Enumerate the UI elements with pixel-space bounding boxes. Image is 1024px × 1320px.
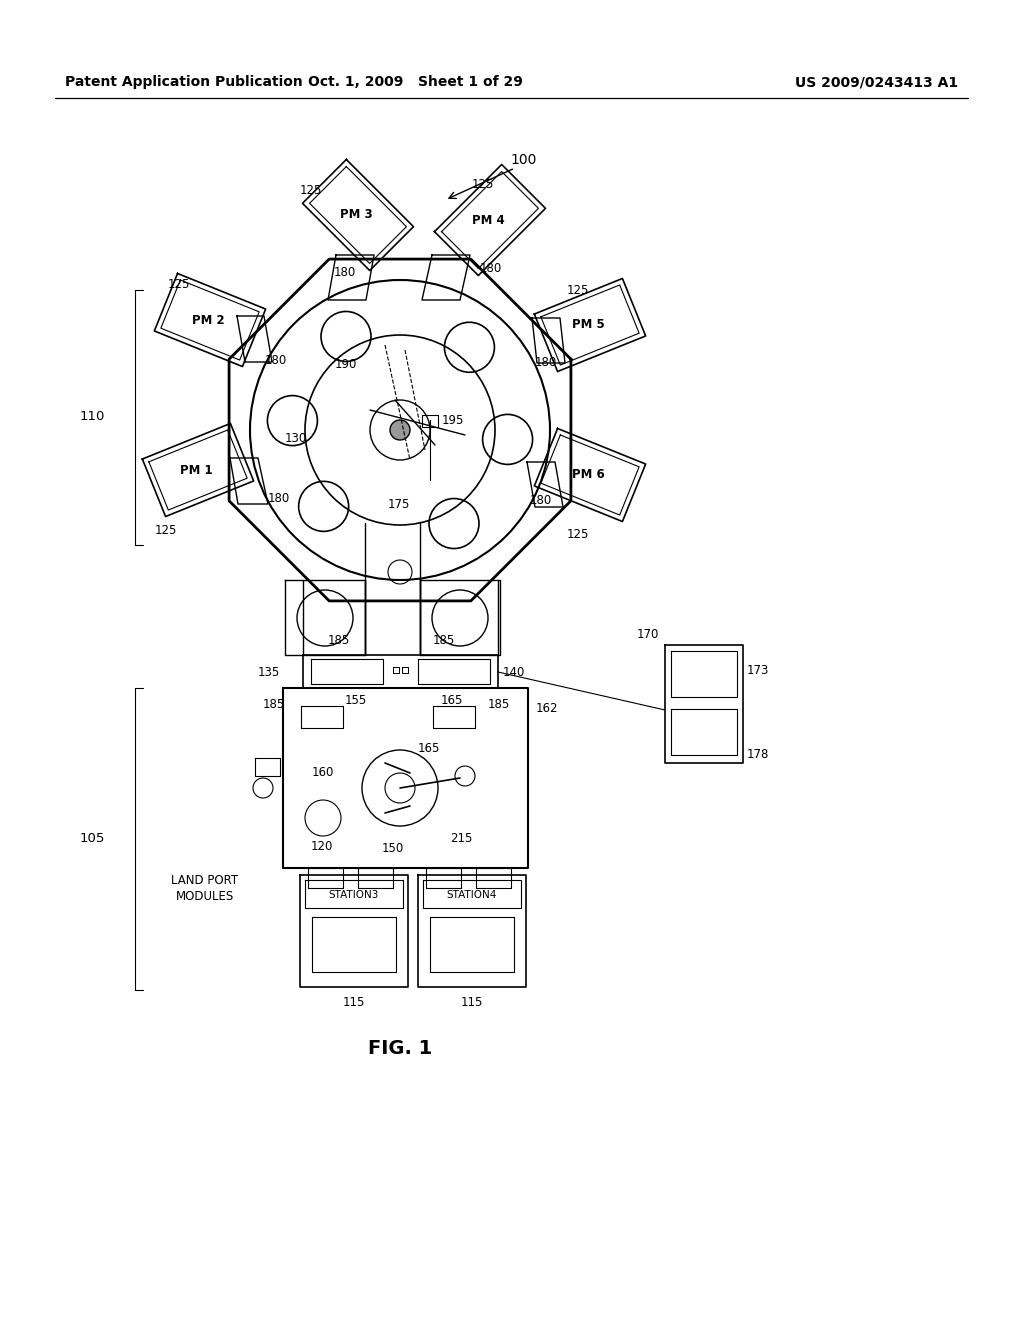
Text: 185: 185 [263,698,286,711]
Text: 125: 125 [155,524,177,536]
Text: 125: 125 [472,178,495,191]
Text: 140: 140 [503,665,525,678]
Text: FIG. 1: FIG. 1 [368,1039,432,1057]
Text: 180: 180 [480,261,502,275]
Text: 180: 180 [265,354,288,367]
Text: PM 6: PM 6 [572,469,605,482]
Text: US 2009/0243413 A1: US 2009/0243413 A1 [795,75,958,88]
Text: 185: 185 [488,698,510,711]
Text: 180: 180 [535,355,557,368]
Text: 155: 155 [345,693,368,706]
Text: PM 1: PM 1 [180,463,213,477]
Text: LAND PORT: LAND PORT [171,874,239,887]
Text: 180: 180 [334,265,356,279]
Text: 175: 175 [388,499,411,511]
Text: PM 2: PM 2 [193,314,224,326]
Text: 195: 195 [442,413,464,426]
Text: MODULES: MODULES [176,890,234,903]
Circle shape [390,420,410,440]
Text: 150: 150 [382,842,404,854]
Text: 185: 185 [328,634,350,647]
Text: 100: 100 [510,153,537,168]
Text: STATION3: STATION3 [329,890,379,900]
Text: PM 5: PM 5 [572,318,605,331]
Text: Patent Application Publication: Patent Application Publication [65,75,303,88]
Text: 130: 130 [285,432,307,445]
Text: PM 3: PM 3 [340,209,373,222]
Text: 180: 180 [268,491,290,504]
Text: 165: 165 [441,693,464,706]
Text: 178: 178 [746,748,769,762]
Text: 180: 180 [530,494,552,507]
Text: 110: 110 [80,411,105,424]
Text: 173: 173 [746,664,769,676]
Text: 125: 125 [300,183,323,197]
Text: PM 4: PM 4 [472,214,505,227]
Text: STATION4: STATION4 [446,890,498,900]
Text: 160: 160 [312,767,335,780]
Text: 125: 125 [567,528,590,541]
Text: 120: 120 [311,840,334,853]
Text: 115: 115 [461,997,483,1010]
Text: 125: 125 [168,279,190,292]
Text: 165: 165 [418,742,440,755]
Text: Oct. 1, 2009   Sheet 1 of 29: Oct. 1, 2009 Sheet 1 of 29 [307,75,522,88]
Text: 105: 105 [80,833,105,846]
Text: 125: 125 [567,284,590,297]
Text: 162: 162 [536,701,558,714]
Text: 170: 170 [637,628,659,642]
Text: 135: 135 [258,665,281,678]
Text: 190: 190 [335,359,357,371]
Text: 115: 115 [343,997,366,1010]
Text: 185: 185 [433,634,456,647]
Text: 215: 215 [450,832,472,845]
